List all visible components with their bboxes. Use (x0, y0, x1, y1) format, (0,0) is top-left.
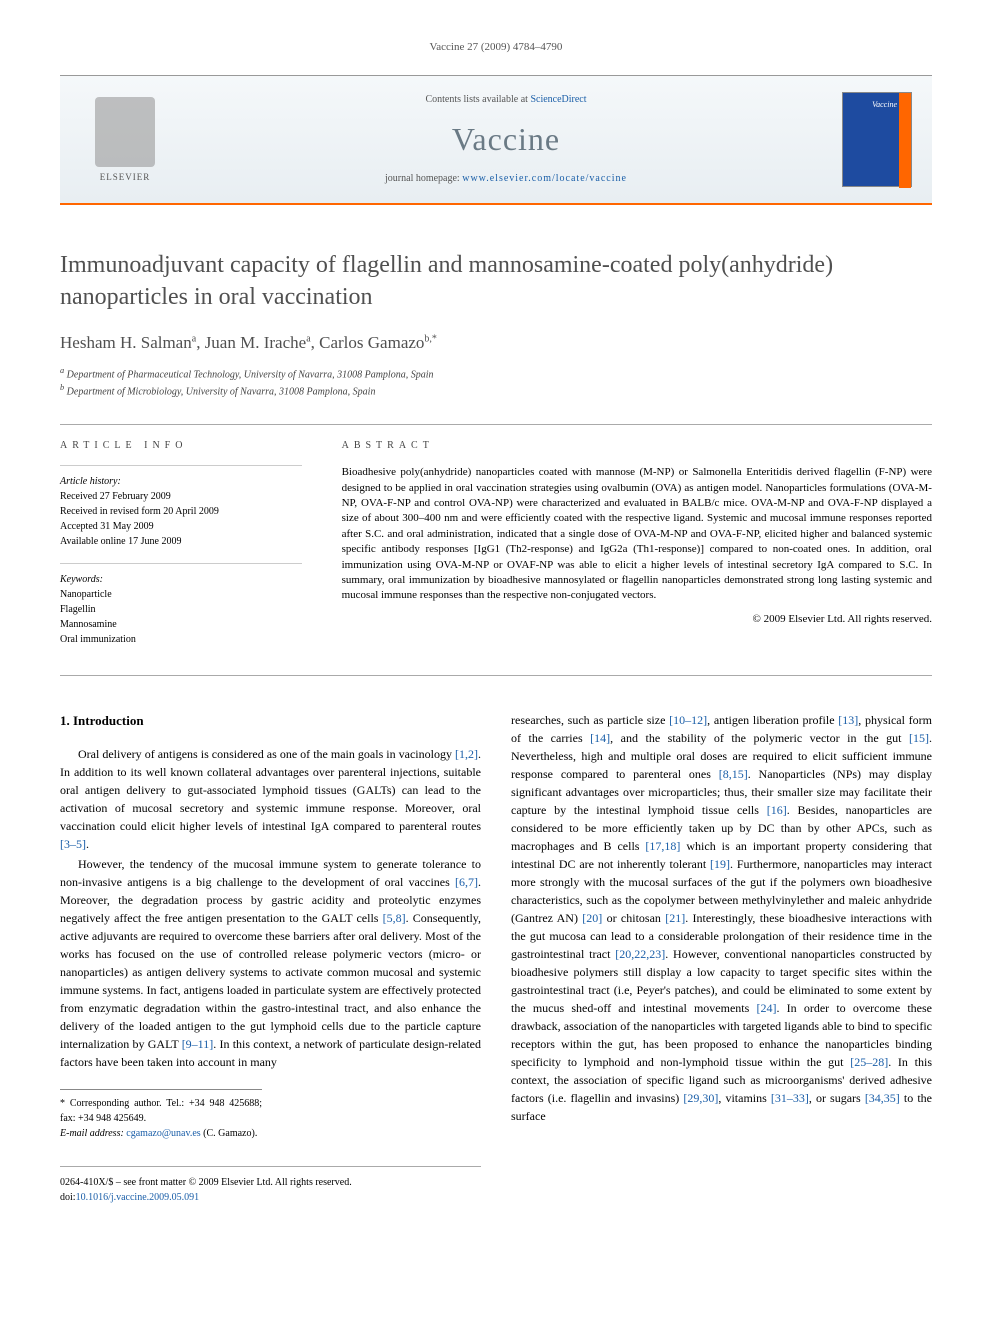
corr-email-link[interactable]: cgamazo@unav.es (126, 1128, 200, 1139)
section-heading: 1. Introduction (60, 711, 481, 731)
abstract-label: abstract (342, 439, 932, 453)
keyword: Oral immunization (60, 632, 302, 647)
keywords-heading: Keywords: (60, 572, 302, 587)
doi-line: doi:10.1016/j.vaccine.2009.05.091 (60, 1190, 481, 1205)
history-line: Received 27 February 2009 (60, 489, 302, 504)
paragraph: researches, such as particle size [10–12… (511, 711, 932, 1125)
history-heading: Article history: (60, 474, 302, 489)
affiliation-a: a Department of Pharmaceutical Technolog… (60, 365, 932, 382)
contents-prefix: Contents lists available at (425, 94, 530, 105)
left-column: 1. Introduction Oral delivery of antigen… (60, 711, 481, 1205)
history-line: Available online 17 June 2009 (60, 534, 302, 549)
homepage-prefix: journal homepage: (385, 173, 462, 184)
cover-label: Vaccine (872, 99, 897, 110)
right-column: researches, such as particle size [10–12… (511, 711, 932, 1205)
keyword: Mannosamine (60, 617, 302, 632)
author-list: Hesham H. Salmana, Juan M. Irachea, Carl… (60, 331, 932, 355)
doi-link[interactable]: 10.1016/j.vaccine.2009.05.091 (76, 1192, 200, 1203)
journal-cover-thumbnail: Vaccine (842, 92, 912, 187)
history-line: Accepted 31 May 2009 (60, 519, 302, 534)
article-history-block: Article history: Received 27 February 20… (60, 465, 302, 549)
corr-author-line: * Corresponding author. Tel.: +34 948 42… (60, 1096, 262, 1126)
corr-email-line: E-mail address: cgamazo@unav.es (C. Gama… (60, 1126, 262, 1141)
history-line: Received in revised form 20 April 2009 (60, 504, 302, 519)
sciencedirect-link[interactable]: ScienceDirect (530, 94, 586, 105)
paragraph: However, the tendency of the mucosal imm… (60, 855, 481, 1071)
article-title: Immunoadjuvant capacity of flagellin and… (60, 250, 932, 312)
corresponding-author-footnote: * Corresponding author. Tel.: +34 948 42… (60, 1089, 262, 1141)
abstract-column: abstract Bioadhesive poly(anhydride) nan… (322, 425, 932, 675)
affiliations: a Department of Pharmaceutical Technolog… (60, 365, 932, 400)
email-label: E-mail address: (60, 1128, 126, 1139)
keyword: Flagellin (60, 602, 302, 617)
article-info-label: article info (60, 439, 302, 453)
doi-label: doi: (60, 1192, 76, 1203)
homepage-line: journal homepage: www.elsevier.com/locat… (170, 172, 842, 186)
paragraph: Oral delivery of antigens is considered … (60, 745, 481, 853)
running-head: Vaccine 27 (2009) 4784–4790 (60, 40, 932, 55)
keyword: Nanoparticle (60, 587, 302, 602)
abstract-text: Bioadhesive poly(anhydride) nanoparticle… (342, 465, 932, 604)
homepage-link[interactable]: www.elsevier.com/locate/vaccine (462, 173, 627, 184)
contents-available-line: Contents lists available at ScienceDirec… (170, 93, 842, 107)
affiliation-b: b Department of Microbiology, University… (60, 382, 932, 399)
footer-block: 0264-410X/$ – see front matter © 2009 El… (60, 1166, 481, 1205)
journal-title: Vaccine (170, 117, 842, 162)
journal-header: ELSEVIER Contents lists available at Sci… (60, 75, 932, 205)
front-matter-line: 0264-410X/$ – see front matter © 2009 El… (60, 1175, 481, 1190)
abstract-copyright: © 2009 Elsevier Ltd. All rights reserved… (342, 612, 932, 627)
publisher-name: ELSEVIER (100, 171, 151, 184)
email-suffix: (C. Gamazo). (201, 1128, 258, 1139)
keywords-block: Keywords: Nanoparticle Flagellin Mannosa… (60, 563, 302, 647)
article-info-column: article info Article history: Received 2… (60, 425, 322, 675)
elsevier-tree-icon (95, 97, 155, 167)
body-text: 1. Introduction Oral delivery of antigen… (60, 711, 932, 1205)
publisher-logo: ELSEVIER (80, 90, 170, 190)
